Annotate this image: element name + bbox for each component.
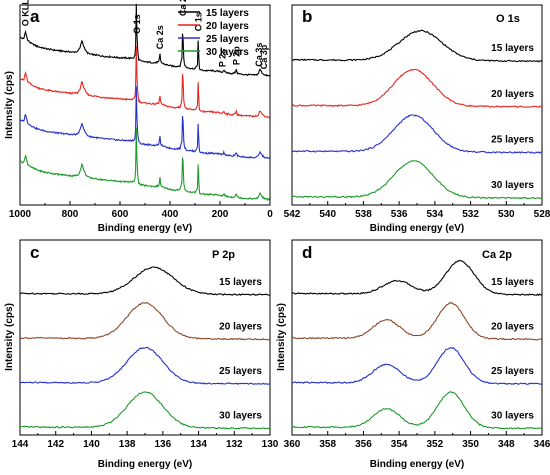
panel-a-ylabel: Intensity (cps) — [4, 71, 15, 139]
panel-a-letter: a — [30, 7, 40, 26]
panel-c-xlabel: Binding energy (eV) — [98, 459, 192, 470]
panel-d-xlabel: Binding energy (eV) — [370, 459, 464, 470]
series-label: 15 layers — [491, 277, 534, 288]
series-line-25-layers — [291, 346, 543, 385]
series-label: 15 layers — [219, 277, 262, 288]
x-tick-label: 142 — [47, 439, 64, 450]
x-tick-label: 532 — [462, 209, 479, 220]
x-tick-label: 360 — [284, 439, 301, 450]
panel-c-title: P 2p — [212, 249, 235, 261]
x-tick-label: 134 — [190, 439, 207, 450]
x-tick-label: 132 — [226, 439, 243, 450]
panel-c-letter: c — [30, 243, 39, 262]
panel-d-ylabel: Intensity (cps) — [276, 303, 287, 371]
panel-b-xlabel: Binding energy (eV) — [370, 223, 464, 234]
legend-entry: 15 layers — [206, 8, 249, 19]
x-tick-label: 136 — [155, 439, 172, 450]
panel-b-frame — [291, 4, 543, 206]
peak-label: Ca 3p — [259, 44, 269, 69]
x-tick-label: 800 — [62, 209, 79, 220]
panel-d-title: Ca 2p — [482, 249, 512, 261]
series-line-15-layers — [291, 259, 543, 297]
series-label: 20 layers — [491, 321, 534, 332]
x-tick-label: 352 — [427, 439, 444, 450]
panel-b-letter: b — [302, 7, 312, 26]
x-tick-label: 200 — [212, 209, 229, 220]
peak-label: Ca 2p — [178, 0, 188, 16]
series-line-20-layers — [19, 45, 271, 119]
x-tick-label: 528 — [534, 209, 550, 220]
x-tick-label: 144 — [12, 439, 29, 450]
panel-d-frame — [291, 239, 543, 436]
x-tick-label: 356 — [355, 439, 372, 450]
series-line-20-layers — [291, 68, 543, 108]
x-tick-label: 0 — [267, 209, 273, 220]
series-line-15-layers — [19, 3, 271, 77]
x-tick-label: 540 — [319, 209, 336, 220]
series-line-25-layers — [20, 86, 271, 160]
peak-label: O 1s — [132, 14, 142, 34]
legend-entry: 25 layers — [206, 34, 249, 45]
peak-label: P 2s — [218, 49, 228, 67]
series-label: 30 layers — [491, 180, 534, 191]
x-tick-label: 348 — [498, 439, 515, 450]
series-label: 30 layers — [491, 410, 534, 421]
series-label: 25 layers — [491, 366, 534, 377]
x-tick-label: 130 — [262, 439, 279, 450]
series-label: 30 layers — [219, 410, 262, 421]
series-line-30-layers — [19, 127, 271, 202]
x-tick-label: 542 — [284, 209, 301, 220]
peak-label: Ca 2s — [155, 25, 165, 49]
x-tick-label: 536 — [391, 209, 408, 220]
panel-b-title: O 1s — [496, 13, 520, 25]
panel-a-xlabel: Binding energy (eV) — [98, 223, 192, 234]
x-tick-label: 350 — [462, 439, 479, 450]
peak-label: O KLL — [21, 0, 31, 26]
series-line-30-layers — [291, 160, 543, 200]
series-line-30-layers — [19, 391, 271, 430]
x-tick-label: 346 — [534, 439, 550, 450]
series-line-25-layers — [19, 346, 271, 386]
series-line-15-layers — [292, 29, 543, 63]
legend-entry: 20 layers — [206, 21, 249, 32]
series-label: 25 layers — [219, 366, 262, 377]
series-line-30-layers — [291, 391, 543, 430]
x-tick-label: 530 — [498, 209, 515, 220]
panel-d-letter: d — [302, 243, 312, 262]
series-line-20-layers — [19, 302, 271, 341]
peak-label: P 2p — [231, 46, 241, 65]
x-tick-label: 1000 — [9, 209, 32, 220]
series-label: 20 layers — [491, 89, 534, 100]
series-label: 15 layers — [491, 43, 534, 54]
peak-label: Ca 3s — [254, 43, 264, 67]
x-tick-label: 140 — [83, 439, 100, 450]
series-label: 20 layers — [219, 321, 262, 332]
peak-label: C 1s — [193, 12, 203, 31]
series-line-15-layers — [20, 266, 271, 296]
series-line-20-layers — [291, 301, 543, 341]
series-line-25-layers — [291, 114, 543, 154]
x-tick-label: 600 — [112, 209, 129, 220]
x-tick-label: 138 — [119, 439, 136, 450]
plot-layer: 1000 800 600 400 200 0 15 layers 20 layers 25 la… — [9, 0, 550, 450]
x-tick-label: 534 — [427, 209, 444, 220]
x-tick-label: 538 — [355, 209, 372, 220]
series-label: 25 layers — [491, 134, 534, 145]
x-tick-label: 400 — [162, 209, 179, 220]
x-tick-label: 358 — [319, 439, 336, 450]
legend-entry: 30 layers — [206, 47, 249, 58]
x-tick-label: 354 — [391, 439, 408, 450]
panel-c-ylabel: Intensity (cps) — [4, 303, 15, 371]
